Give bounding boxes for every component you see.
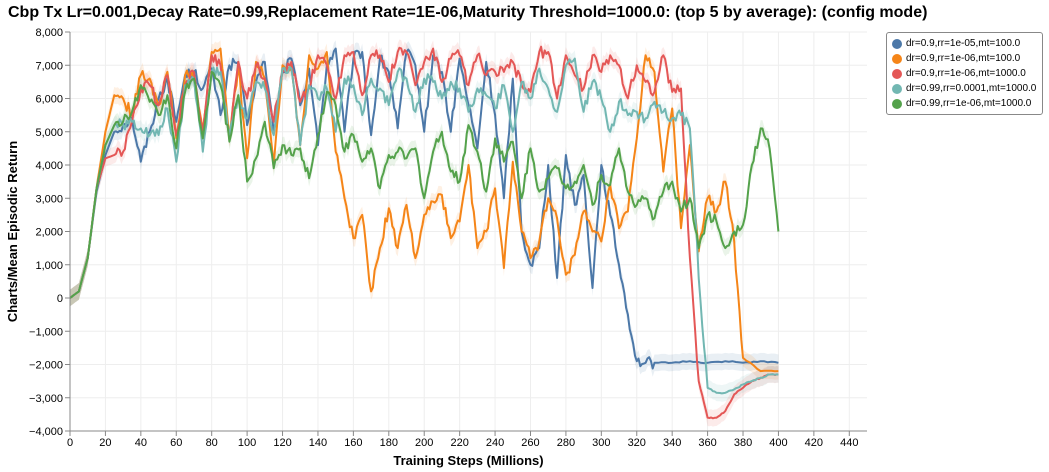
series-band xyxy=(70,40,779,380)
legend-item: dr=0.99,rr=0.0001,mt=1000.0 xyxy=(892,81,1037,96)
x-tick-label: 80 xyxy=(206,437,218,449)
x-tick-label: 320 xyxy=(628,437,646,449)
legend-label: dr=0.9,rr=1e-06,mt=1000.0 xyxy=(906,68,1026,79)
x-tick-label: 0 xyxy=(67,437,73,449)
y-tick-label: 6,000 xyxy=(35,94,63,106)
x-tick-label: 340 xyxy=(663,437,681,449)
legend-swatch xyxy=(892,83,902,94)
x-tick-label: 180 xyxy=(380,437,398,449)
axes: 0 20 40 60 80 100 120 140 160 180 200 220 240 260 280 3… xyxy=(29,27,867,449)
x-tick-label: 300 xyxy=(592,437,610,449)
x-tick-label: 220 xyxy=(450,437,468,449)
x-tick-label: 260 xyxy=(521,437,539,449)
y-tick-label: 5,000 xyxy=(35,127,63,139)
x-tick-label: 140 xyxy=(309,437,327,449)
legend-label: dr=0.99,rr=0.0001,mt=1000.0 xyxy=(906,83,1037,94)
x-tick-label: 420 xyxy=(805,437,823,449)
y-tick-label: −3,000 xyxy=(29,393,63,405)
x-tick-label: 240 xyxy=(486,437,504,449)
y-tick-label: 7,000 xyxy=(35,60,63,72)
x-tick-label: 60 xyxy=(170,437,182,449)
x-axis-title: Training Steps (Millions) xyxy=(393,453,543,468)
x-tick-label: 440 xyxy=(840,437,858,449)
legend-swatch xyxy=(892,38,902,49)
x-tick-label: 20 xyxy=(99,437,111,449)
y-tick-label: −4,000 xyxy=(29,426,63,438)
x-tick-label: 100 xyxy=(238,437,256,449)
x-tick-label: 160 xyxy=(344,437,362,449)
legend-swatch xyxy=(892,68,902,79)
y-tick-label: −2,000 xyxy=(29,360,63,372)
y-tick-label: 2,000 xyxy=(35,227,63,239)
series-line xyxy=(69,47,779,373)
y-tick-label: 1,000 xyxy=(35,260,63,272)
series-line xyxy=(69,47,779,370)
x-tick-label: 380 xyxy=(734,437,752,449)
legend-item: dr=0.9,rr=1e-06,mt=100.0 xyxy=(892,51,1037,66)
legend-label: dr=0.99,rr=1e-06,mt=1000.0 xyxy=(906,98,1032,109)
x-tick-label: 360 xyxy=(698,437,716,449)
y-tick-label: 8,000 xyxy=(35,27,63,39)
y-tick-label: 4,000 xyxy=(35,160,63,172)
chart-title: Cbp Tx Lr=0.001,Decay Rate=0.99,Replacem… xyxy=(8,4,928,21)
y-tick-label: 0 xyxy=(57,293,63,305)
legend-label: dr=0.9,rr=1e-06,mt=100.0 xyxy=(906,53,1021,64)
series-lines xyxy=(69,45,780,420)
x-tick-label: 200 xyxy=(415,437,433,449)
series-line xyxy=(69,57,779,395)
x-tick-label: 120 xyxy=(273,437,291,449)
legend-item: dr=0.9,rr=1e-05,mt=100.0 xyxy=(892,36,1037,51)
legend-label: dr=0.9,rr=1e-05,mt=100.0 xyxy=(906,38,1021,49)
legend-swatch xyxy=(892,98,902,109)
series-line xyxy=(69,70,780,299)
x-tick-label: 40 xyxy=(135,437,147,449)
grid xyxy=(69,31,867,432)
y-tick-label: 3,000 xyxy=(35,193,63,205)
legend: dr=0.9,rr=1e-05,mt=100.0 dr=0.9,rr=1e-06,… xyxy=(886,32,1043,115)
x-tick-label: 280 xyxy=(557,437,575,449)
legend-swatch xyxy=(892,53,902,64)
legend-item: dr=0.9,rr=1e-06,mt=1000.0 xyxy=(892,66,1037,81)
legend-item: dr=0.99,rr=1e-06,mt=1000.0 xyxy=(892,96,1037,111)
y-axis-title: Charts/Mean Episodic Return xyxy=(5,141,20,322)
x-tick-label: 400 xyxy=(769,437,787,449)
y-tick-label: −1,000 xyxy=(29,326,63,338)
